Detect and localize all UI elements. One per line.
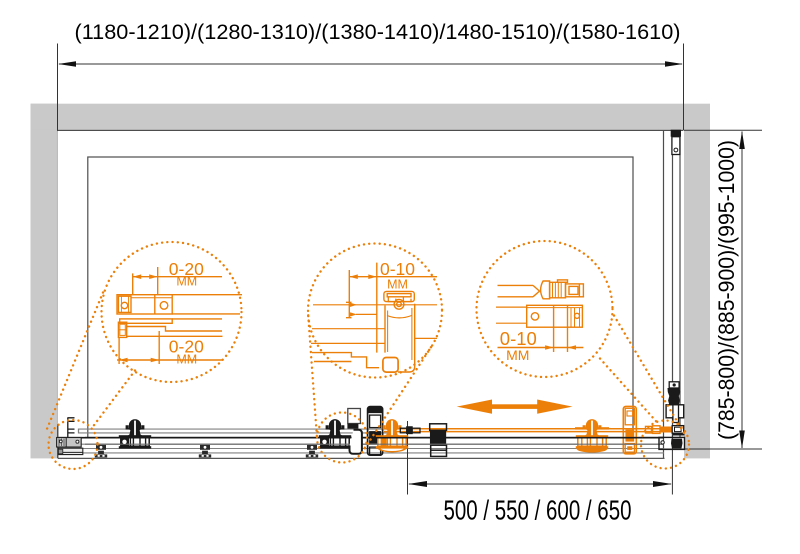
svg-text:0-20: 0-20 [169, 259, 204, 279]
svg-text:0-10: 0-10 [380, 259, 415, 279]
svg-text:0-10: 0-10 [500, 328, 537, 349]
svg-text:MM: MM [176, 352, 197, 366]
svg-text:(785-800)/(885-900)/(995-1000): (785-800)/(885-900)/(995-1000) [714, 140, 739, 440]
svg-text:MM: MM [387, 278, 408, 292]
svg-text:MM: MM [506, 347, 529, 363]
svg-text:(1180-1210)/(1280-1310)/(1380-: (1180-1210)/(1280-1310)/(1380-1410)/1480… [75, 21, 681, 44]
svg-text:MM: MM [176, 275, 197, 289]
svg-text:500 / 550 / 600 / 650: 500 / 550 / 600 / 650 [444, 495, 632, 526]
svg-text:0-20: 0-20 [169, 337, 204, 357]
